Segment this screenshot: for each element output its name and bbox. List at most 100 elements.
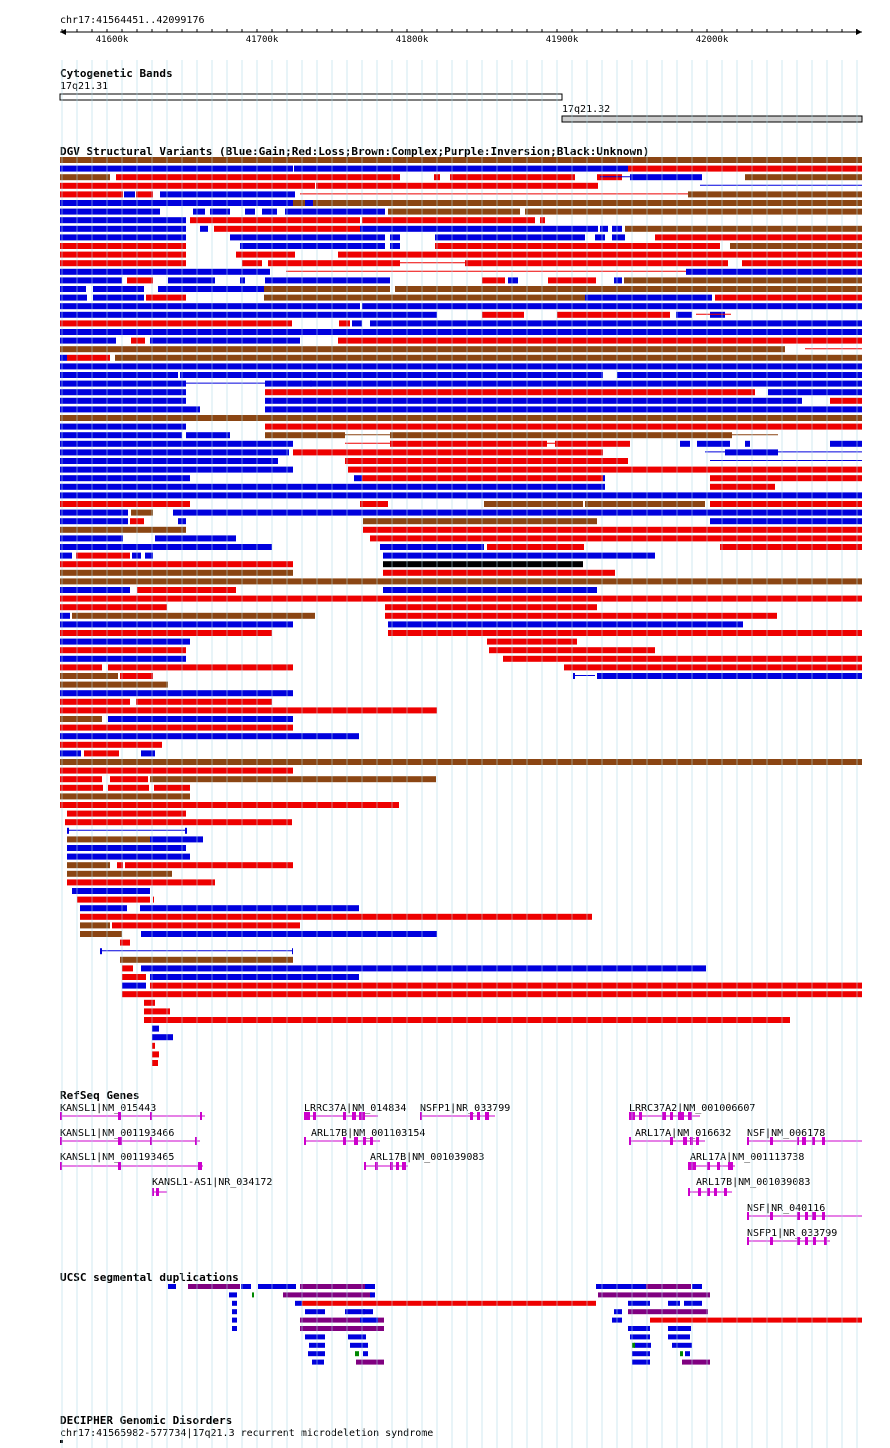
segdup-feature[interactable] [632,1342,635,1348]
gene-exon[interactable] [724,1188,727,1196]
dgv-variant[interactable] [489,647,655,654]
gene-exon[interactable] [688,1188,690,1196]
dgv-variant[interactable] [178,518,186,525]
dgv-variant[interactable] [60,475,190,482]
segdup-feature[interactable] [356,1359,384,1365]
gene-exon[interactable] [352,1112,356,1120]
segdup-feature[interactable] [232,1326,237,1331]
dgv-variant[interactable] [60,157,862,163]
dgv-variant[interactable] [573,673,575,679]
dgv-variant[interactable] [136,698,272,705]
dgv-variant[interactable] [60,208,160,215]
gene-exon[interactable] [485,1112,489,1120]
segdup-feature[interactable] [350,1342,368,1348]
dgv-variant[interactable] [141,965,706,972]
dgv-variant[interactable] [60,191,123,198]
dgv-variant[interactable] [214,225,360,232]
dgv-variant[interactable] [141,931,437,937]
gene-exon[interactable] [60,1112,62,1120]
gene-exon[interactable] [805,1212,808,1220]
segdup-feature[interactable] [283,1292,303,1298]
gene-exon[interactable] [770,1212,773,1220]
dgv-variant[interactable] [292,948,293,955]
segdup-feature[interactable] [305,1309,325,1315]
dgv-variant[interactable] [60,466,293,473]
gene-label[interactable]: ARL17B|NM_001039083 [696,1177,811,1188]
dgv-variant[interactable] [60,397,186,404]
dgv-variant[interactable] [617,372,862,378]
dgv-variant[interactable] [77,896,150,903]
dgv-variant[interactable] [60,578,862,585]
dgv-variant[interactable] [60,776,102,783]
dgv-variant[interactable] [150,776,436,783]
dgv-variant[interactable] [697,440,730,447]
dgv-variant[interactable] [487,544,584,550]
gene-exon[interactable] [118,1112,121,1120]
gene-label[interactable]: ARL17A|NM_016632 [635,1128,732,1139]
gene-exon[interactable] [747,1237,749,1245]
dgv-variant[interactable] [742,260,862,267]
segdup-feature[interactable] [628,1309,708,1315]
dgv-variant[interactable] [84,750,119,757]
gene-exon[interactable] [343,1137,346,1145]
dgv-variant[interactable] [388,630,862,636]
dgv-variant[interactable] [168,277,215,284]
dgv-variant[interactable] [116,174,400,181]
dgv-variant[interactable] [730,243,862,249]
dgv-variant[interactable] [115,354,862,361]
dgv-variant[interactable] [122,965,133,972]
dgv-variant[interactable] [144,1008,170,1015]
dgv-variant[interactable] [830,440,862,447]
dgv-variant[interactable] [655,234,862,241]
dgv-variant[interactable] [465,260,728,267]
segdup-feature[interactable] [302,1300,596,1306]
gene-exon[interactable] [728,1162,733,1170]
dgv-variant[interactable] [60,509,128,516]
gene-exon[interactable] [802,1137,806,1145]
dgv-variant[interactable] [60,733,359,740]
gene-exon[interactable] [805,1237,808,1245]
segdup-feature[interactable] [355,1351,359,1357]
dgv-variant[interactable] [108,664,293,671]
dgv-variant[interactable] [362,475,603,482]
dgv-variant[interactable] [482,277,505,284]
gene-exon[interactable] [822,1212,825,1220]
dgv-variant[interactable] [60,793,190,800]
gene-exon[interactable] [670,1112,673,1120]
segdup-track[interactable] [0,1280,890,1380]
segdup-feature[interactable] [612,1317,622,1323]
gene-exon[interactable] [678,1112,684,1120]
dgv-variant[interactable] [597,673,862,679]
dgv-variant[interactable] [60,165,293,172]
dgv-variant[interactable] [710,483,775,490]
gene-exon[interactable] [396,1162,399,1170]
dgv-variant[interactable] [67,853,190,860]
dgv-variant[interactable] [363,518,597,525]
gene-exon[interactable] [770,1237,773,1245]
gene-exon[interactable] [812,1212,816,1220]
gene-label[interactable]: KANSL1|NM_001193466 [60,1128,175,1139]
gene-exon[interactable] [683,1137,687,1145]
segdup-feature[interactable] [312,1359,324,1365]
dgv-variant[interactable] [60,406,200,413]
dgv-variant[interactable] [122,982,146,989]
dgv-variant[interactable] [388,208,520,215]
dgv-variant[interactable] [745,440,750,447]
dgv-variant[interactable] [153,896,154,903]
dgv-variant[interactable] [390,243,400,249]
dgv-variant[interactable] [137,587,236,593]
dgv-variant[interactable] [585,501,705,507]
dgv-variant[interactable] [60,354,67,361]
dgv-variant[interactable] [160,191,295,198]
dgv-variant[interactable] [125,862,293,869]
dgv-variant[interactable] [60,277,122,284]
dgv-variant[interactable] [264,294,585,301]
dgv-variant[interactable] [710,518,862,525]
segdup-feature[interactable] [232,1300,237,1306]
dgv-variant[interactable] [710,475,862,482]
dgv-variant[interactable] [60,604,167,611]
gene-exon[interactable] [304,1137,306,1145]
dgv-variant[interactable] [710,501,862,507]
dgv-variant[interactable] [60,784,103,791]
dgv-variant[interactable] [60,329,862,335]
